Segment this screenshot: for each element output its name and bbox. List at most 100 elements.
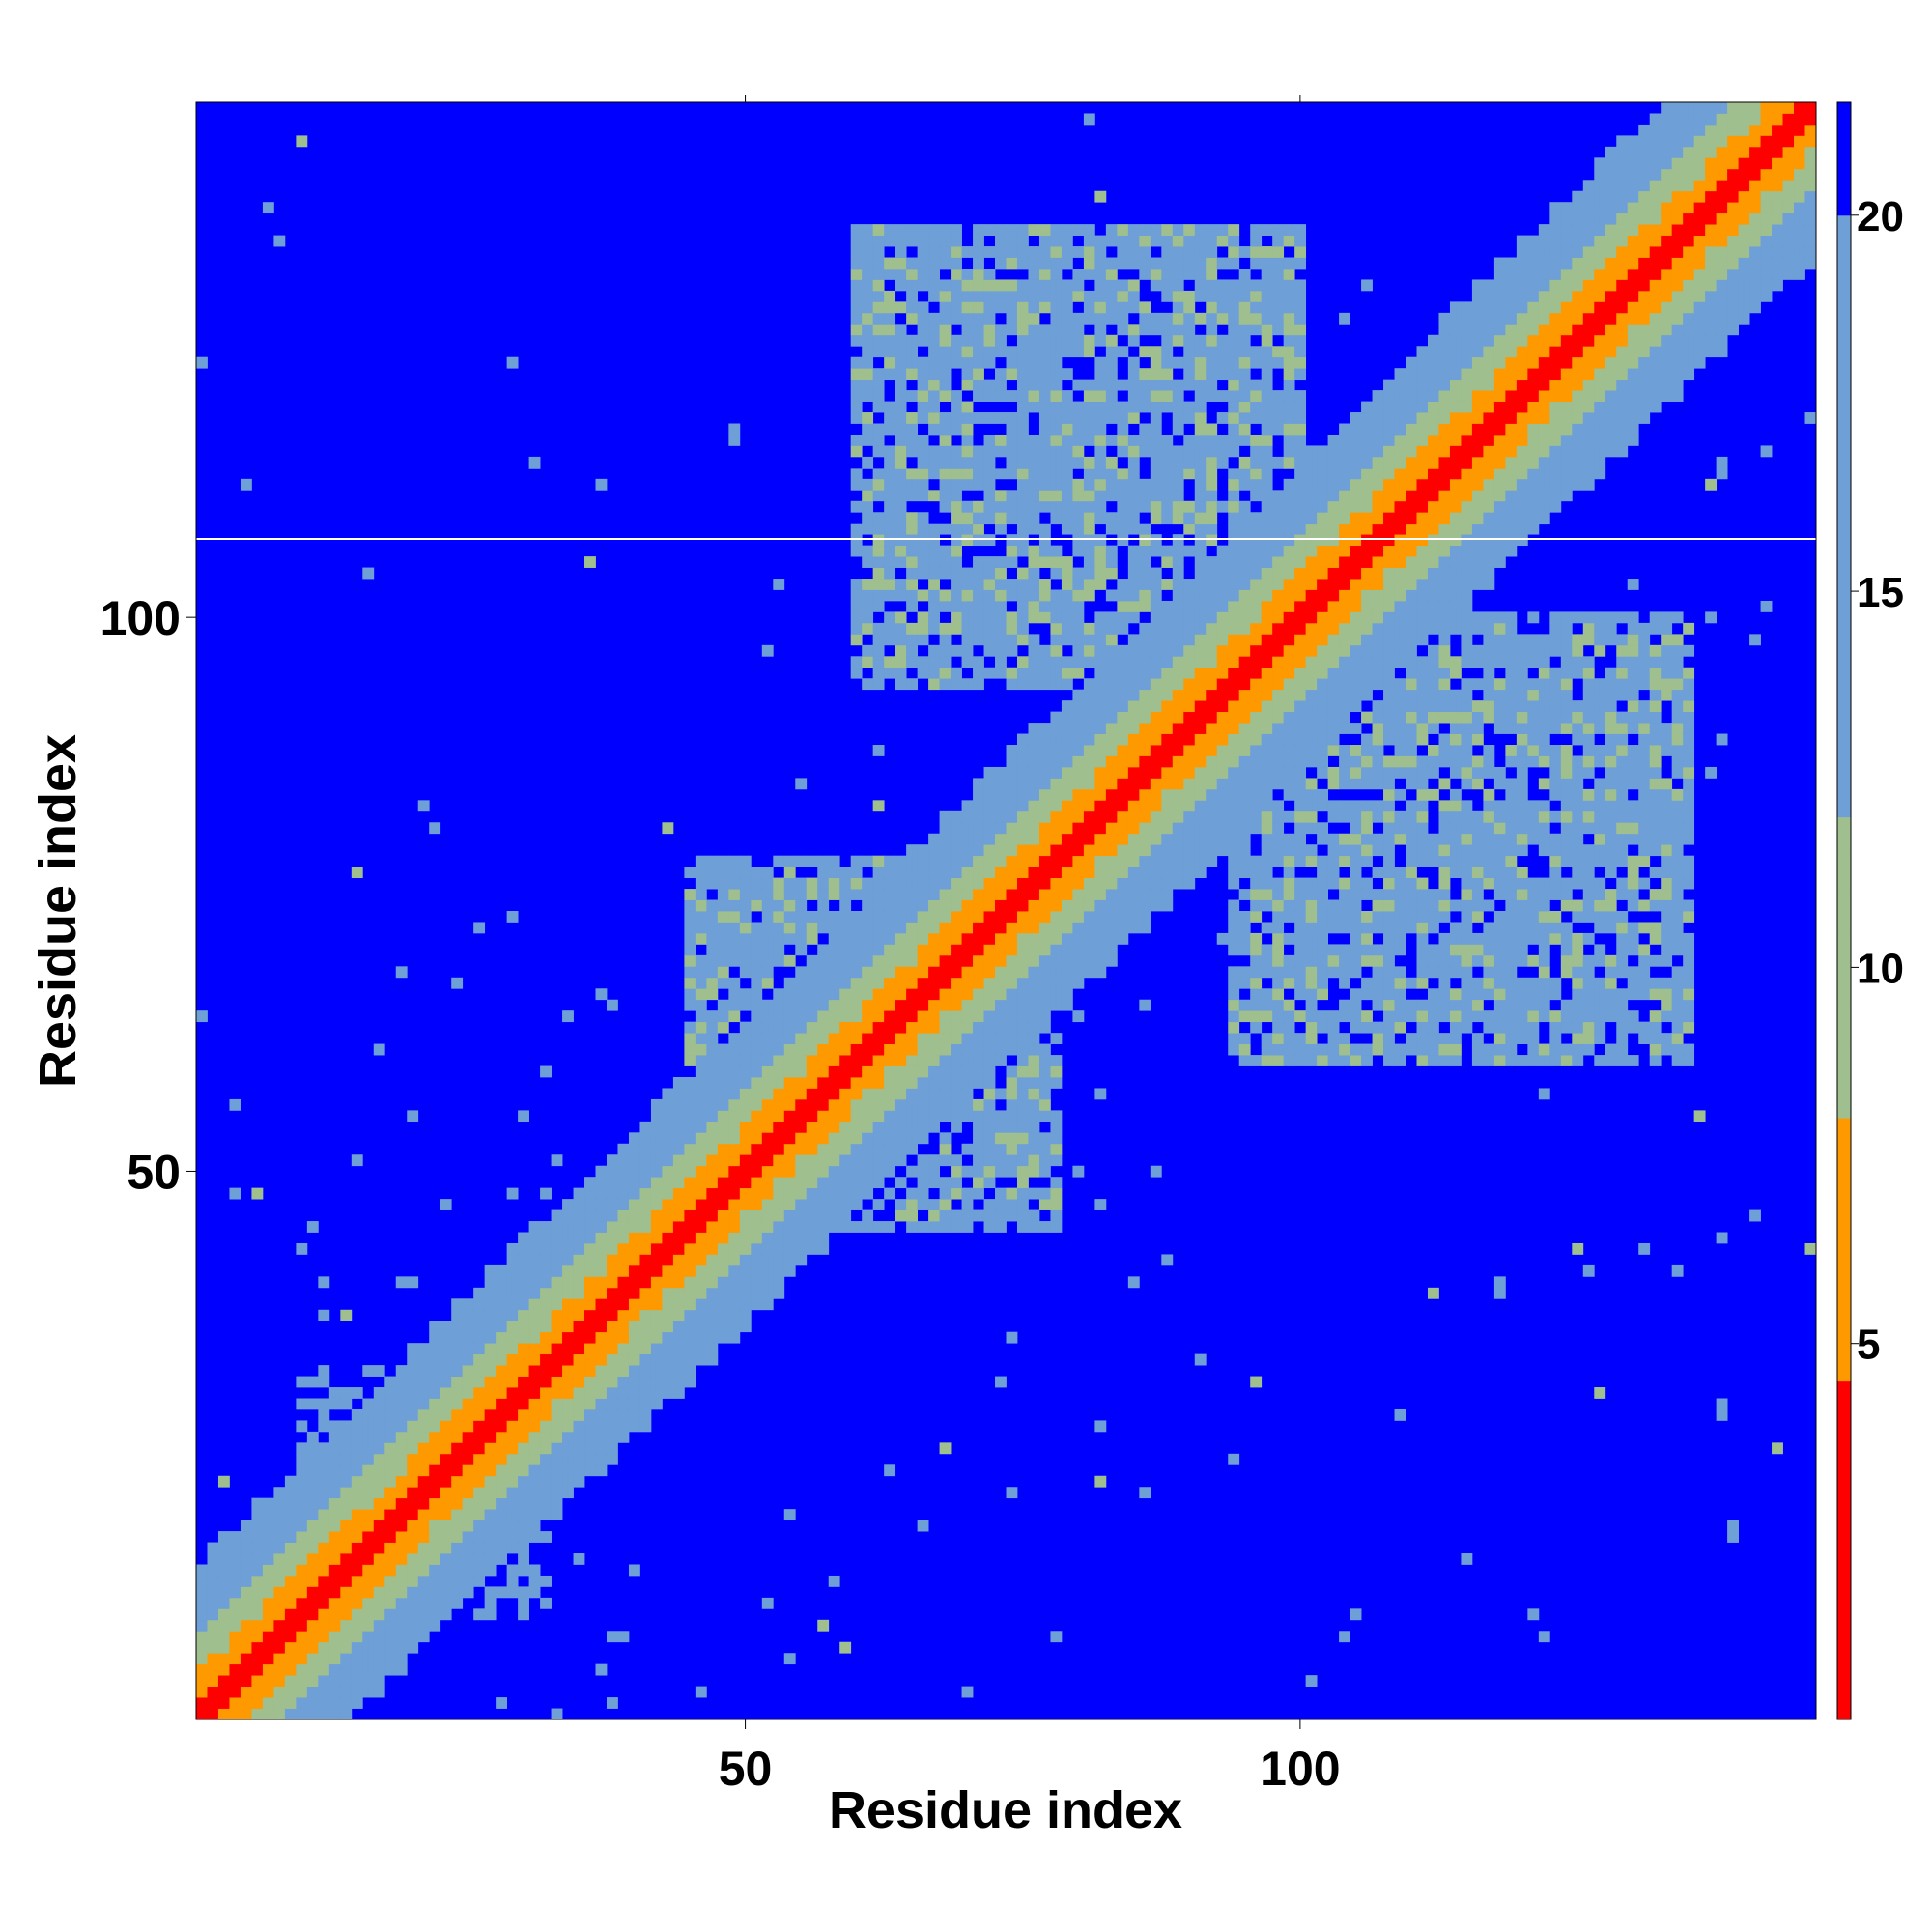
heatmap-cell [540, 1331, 552, 1344]
heatmap-cell [906, 445, 919, 458]
heatmap-cell [1194, 667, 1207, 679]
heatmap-cell [1028, 1143, 1040, 1155]
heatmap-cell [1016, 224, 1029, 236]
heatmap-cell [518, 1232, 529, 1244]
heatmap-cell [473, 1487, 486, 1499]
heatmap-cell [484, 1453, 497, 1465]
heatmap-cell [1083, 423, 1095, 436]
heatmap-cell [728, 889, 741, 900]
heatmap-cell [783, 867, 796, 879]
heatmap-cell [695, 911, 707, 923]
heatmap-cell [496, 1431, 508, 1443]
heatmap-cell [761, 1010, 774, 1023]
heatmap-cell [1006, 257, 1018, 270]
heatmap-cell [1383, 500, 1395, 513]
heatmap-cell [862, 312, 874, 325]
heatmap-cell [1127, 778, 1140, 790]
heatmap-cell [1072, 290, 1085, 302]
heatmap-cell [1383, 1010, 1395, 1023]
heatmap-cell [1394, 579, 1406, 590]
heatmap-cell [817, 1143, 830, 1155]
heatmap-cell [706, 1065, 719, 1078]
heatmap-cell [540, 1475, 552, 1488]
heatmap-cell [1294, 579, 1307, 590]
heatmap-cell [506, 1487, 519, 1499]
heatmap-cell [1006, 534, 1018, 547]
heatmap-cell [1094, 833, 1107, 845]
heatmap-cell [306, 1398, 319, 1410]
heatmap-cell [462, 1431, 474, 1443]
heatmap-cell [1238, 922, 1251, 934]
heatmap-cell [728, 1331, 741, 1344]
heatmap-cell [1194, 711, 1207, 724]
heatmap-cell [306, 1608, 319, 1621]
heatmap-cell [1038, 944, 1051, 956]
heatmap-cell [1228, 512, 1240, 525]
heatmap-cell [551, 1331, 563, 1344]
heatmap-cell [1172, 445, 1184, 458]
heatmap-cell [462, 1353, 474, 1366]
heatmap-cell [884, 1132, 896, 1145]
heatmap-cell [1327, 500, 1340, 513]
heatmap-cell [639, 1254, 652, 1266]
heatmap-cell [518, 1276, 529, 1289]
heatmap-cell [995, 788, 1007, 801]
heatmap-cell [872, 1121, 885, 1133]
heatmap-cell [1216, 545, 1229, 557]
heatmap-cell [1194, 766, 1207, 779]
heatmap-cell [1372, 1043, 1384, 1056]
heatmap-cell [296, 1663, 308, 1676]
heatmap-cell [862, 423, 874, 436]
heatmap-cell [362, 1420, 375, 1433]
heatmap-cell [751, 1121, 763, 1133]
heatmap-cell [1061, 445, 1073, 458]
heatmap-cell [806, 1076, 818, 1089]
heatmap-cell [951, 445, 962, 458]
heatmap-cell [1350, 1055, 1362, 1066]
heatmap-cell [440, 1453, 452, 1465]
heatmap-cell [1006, 545, 1018, 557]
heatmap-cell [639, 1287, 652, 1299]
heatmap-cell [506, 1408, 519, 1421]
heatmap-cell [1228, 356, 1240, 369]
heatmap-cell [1272, 977, 1285, 989]
heatmap-cell [939, 622, 952, 635]
heatmap-cell [1028, 800, 1040, 812]
heatmap-cell [551, 1221, 563, 1233]
heatmap-cell [1083, 889, 1095, 900]
heatmap-cell [983, 434, 996, 446]
heatmap-cell [196, 1708, 208, 1720]
heatmap-cell [1139, 911, 1151, 923]
heatmap-cell [417, 1509, 430, 1521]
heatmap-cell [562, 1387, 574, 1399]
heatmap-cell [407, 1408, 419, 1421]
heatmap-cell [717, 966, 729, 979]
heatmap-cell [1061, 822, 1073, 835]
heatmap-cell [528, 1475, 541, 1488]
heatmap-cell [895, 512, 907, 525]
heatmap-cell [1105, 368, 1118, 381]
heatmap-cell [1216, 301, 1229, 314]
heatmap-cell [1183, 334, 1196, 347]
heatmap-cell [1228, 778, 1240, 790]
heatmap-cell [595, 1408, 608, 1421]
heatmap-cell [1305, 622, 1318, 635]
heatmap-cell [906, 1121, 919, 1133]
heatmap-cell [983, 478, 996, 491]
heatmap-cell [417, 1542, 430, 1554]
heatmap-cell [429, 1542, 441, 1554]
heatmap-cell [462, 1553, 474, 1565]
heatmap-cell [672, 1110, 685, 1122]
heatmap-cell [884, 1043, 896, 1056]
heatmap-cell [1028, 889, 1040, 900]
heatmap-cell [462, 1398, 474, 1410]
heatmap-cell [1383, 423, 1395, 436]
heatmap-cell [1228, 523, 1240, 535]
heatmap-cell [839, 944, 852, 956]
heatmap-cell [973, 456, 984, 469]
heatmap-cell [1061, 954, 1073, 967]
heatmap-cell [1317, 755, 1329, 768]
heatmap-cell [862, 589, 874, 602]
heatmap-cell [606, 999, 618, 1011]
heatmap-cell [540, 1597, 552, 1609]
